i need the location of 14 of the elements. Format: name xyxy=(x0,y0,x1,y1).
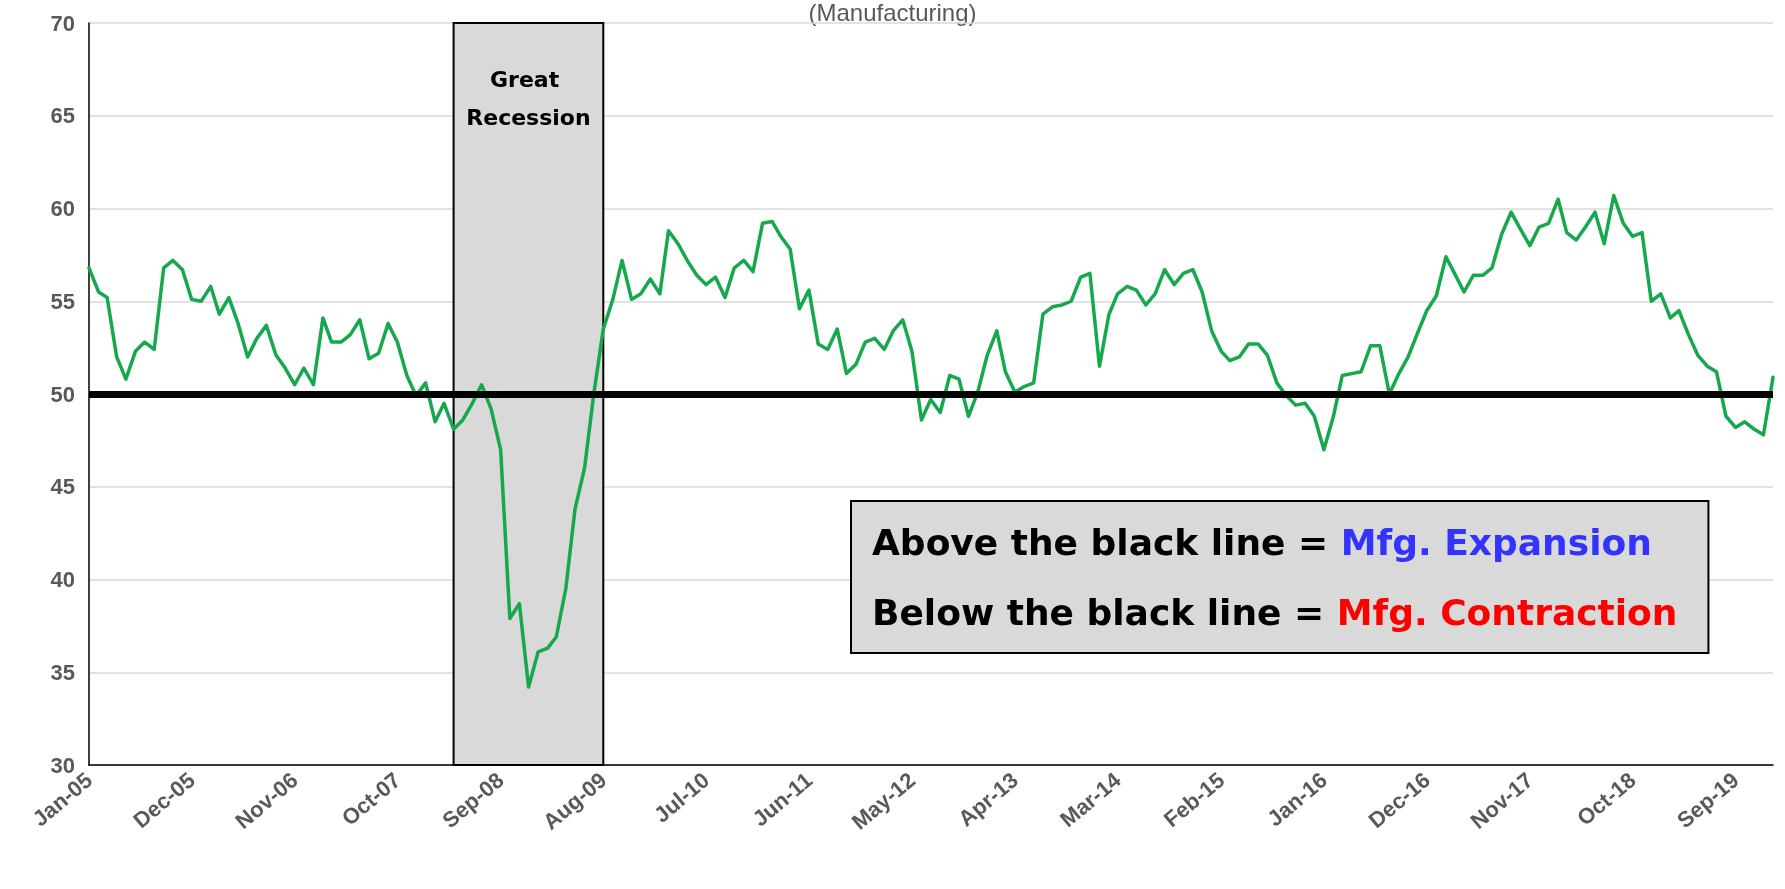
y-tick-label: 60 xyxy=(50,196,75,221)
y-tick-label: 65 xyxy=(50,103,75,129)
chart-subtitle: (Manufacturing) xyxy=(808,0,977,26)
y-tick-label: 35 xyxy=(50,659,75,685)
y-tick-label: 50 xyxy=(50,381,75,407)
line-series xyxy=(87,193,1775,689)
y-tick-label: 30 xyxy=(50,752,75,778)
band-label: Great Recession xyxy=(466,66,591,130)
y-tick-label: 40 xyxy=(50,567,75,592)
y-tick-label: 45 xyxy=(50,474,75,500)
annotation: Above the black line = Mfg. Expansion xyxy=(872,521,1652,563)
annotation: Below the black line = Mfg. Contraction xyxy=(872,591,1678,633)
y-tick-label: 55 xyxy=(50,288,75,314)
y-tick-label: 70 xyxy=(50,10,75,36)
